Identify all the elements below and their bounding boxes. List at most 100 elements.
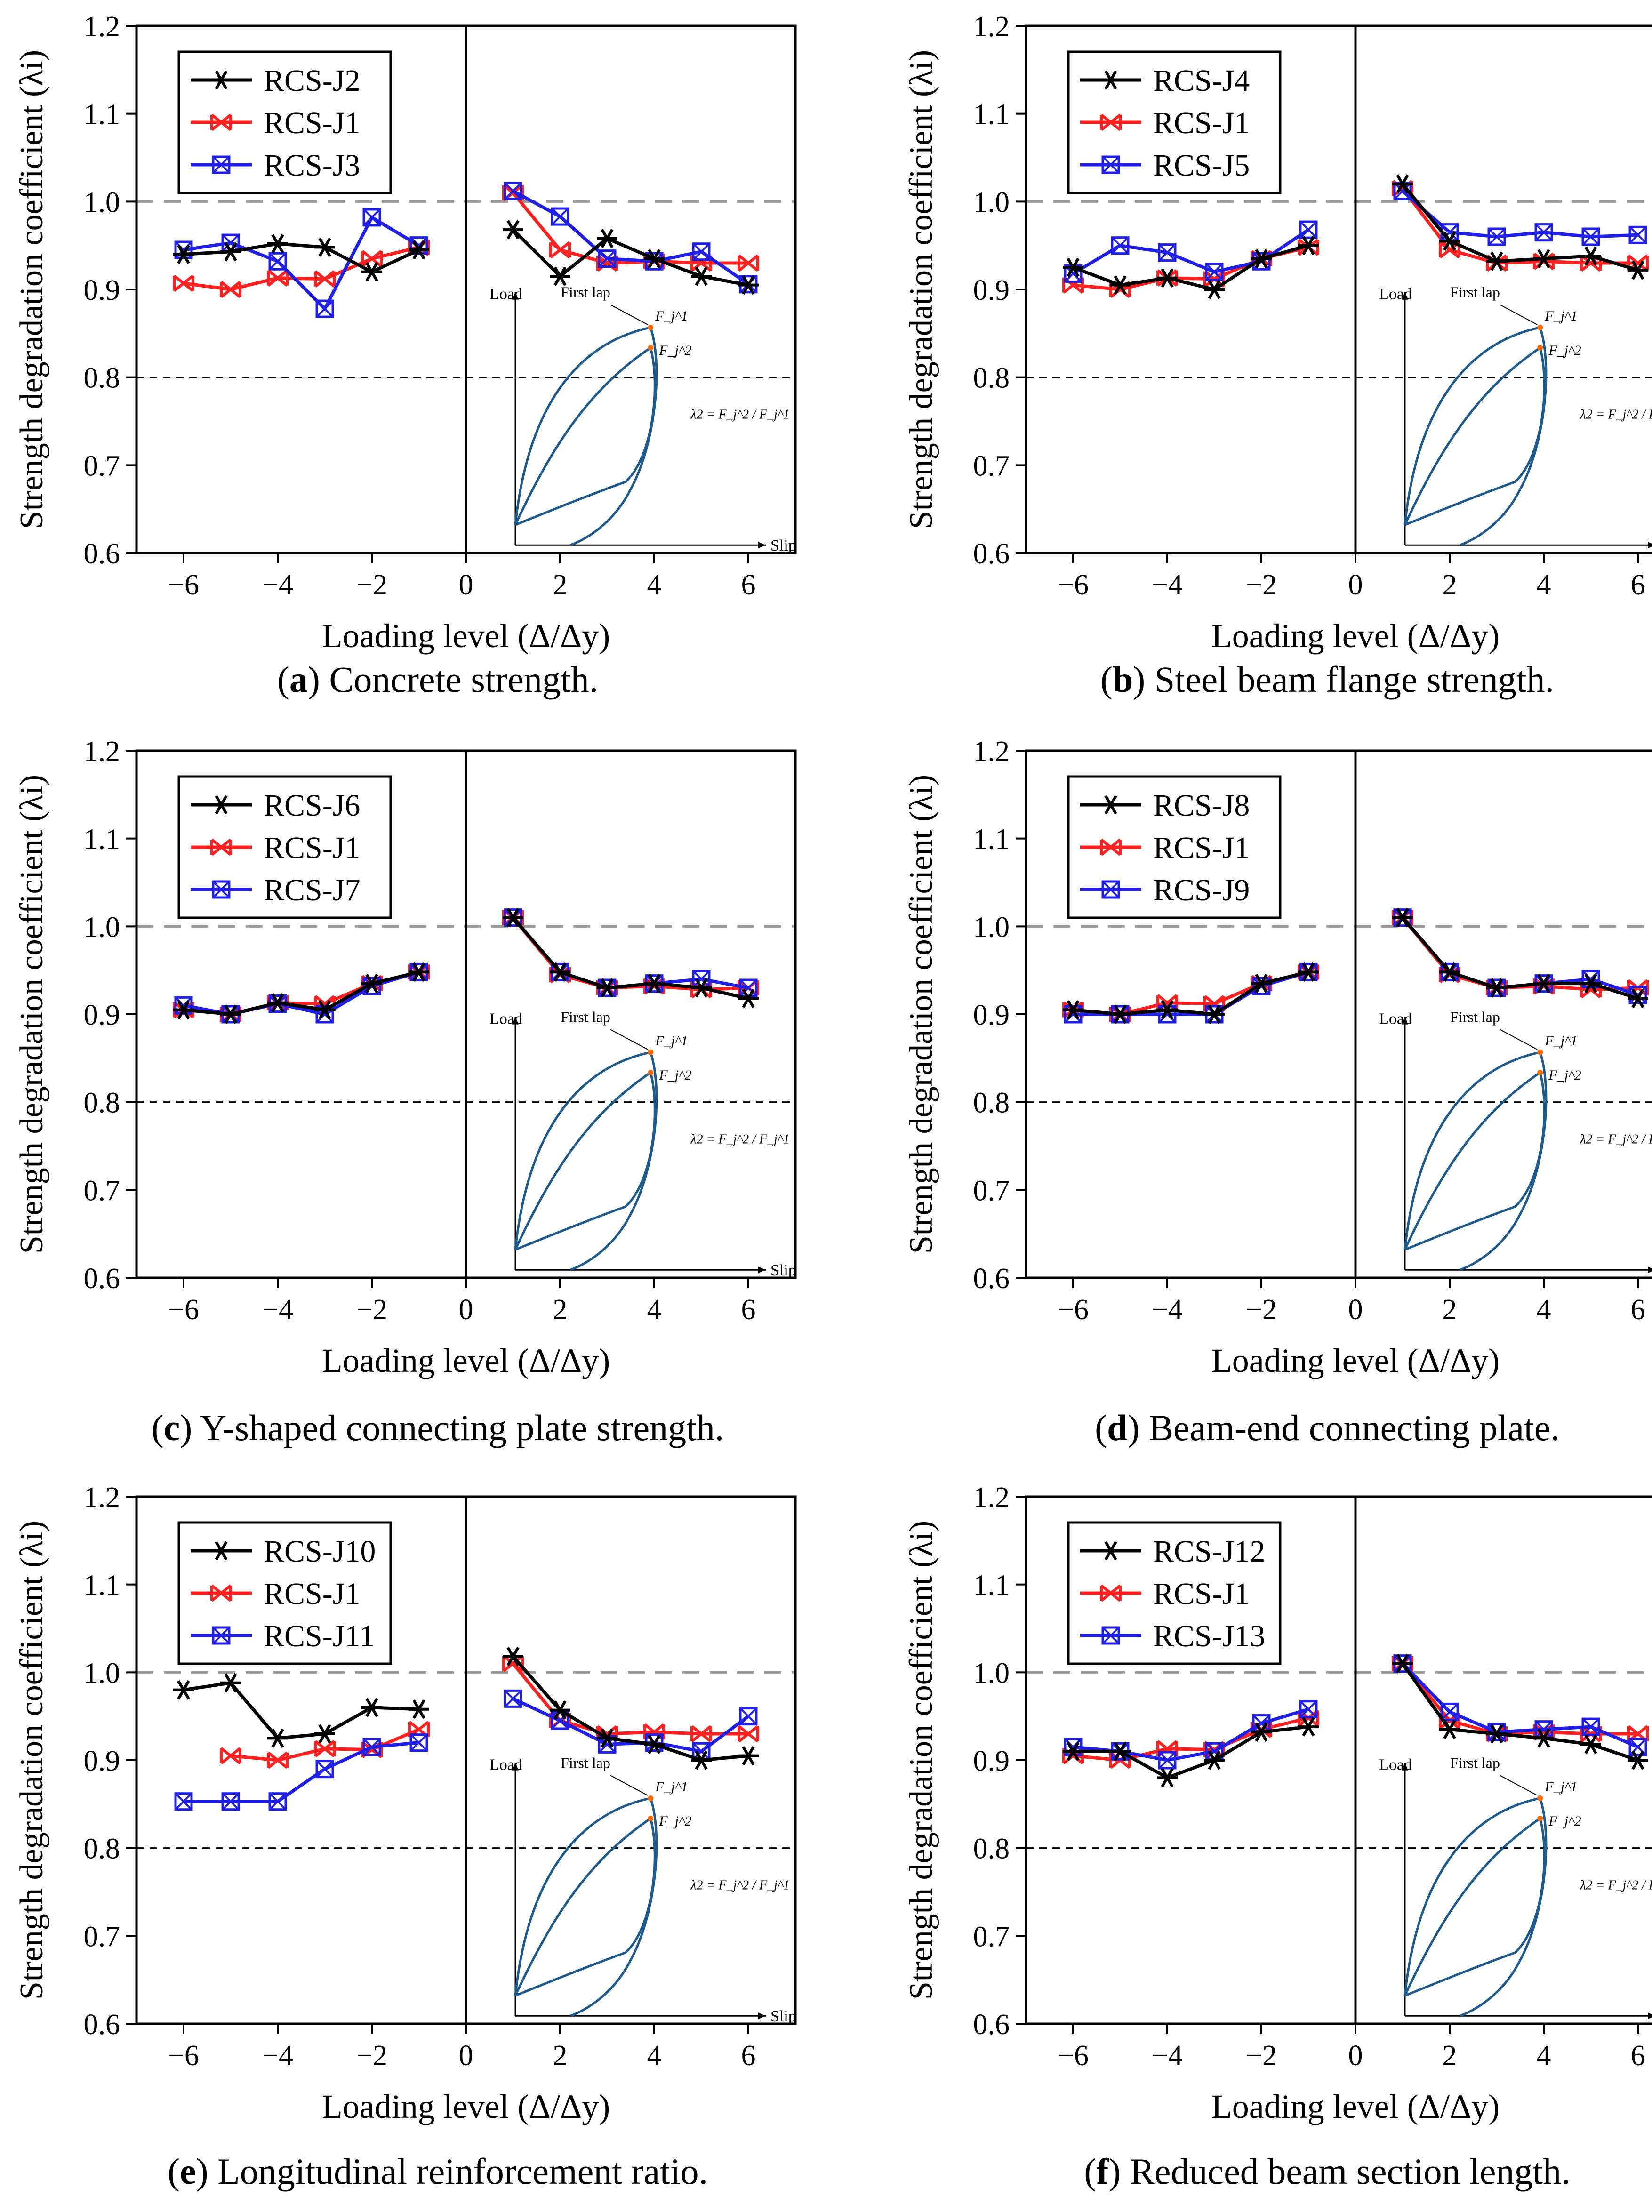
y-tick-label: 1.1	[84, 1570, 120, 1602]
data-point-RCS-J1	[267, 269, 289, 287]
data-point-RCS-J4	[1063, 257, 1083, 277]
data-point-RCS-J12	[1628, 1750, 1648, 1770]
data-point-RCS-J12	[1251, 1722, 1272, 1742]
legend-item-RCS-J2: RCS-J2	[191, 64, 360, 98]
inset-lambda-label: λ2 = F_j^2 / F_j^1	[690, 1878, 789, 1892]
legend-label: RCS-J1	[1153, 106, 1250, 140]
data-point-RCS-J1	[314, 995, 336, 1012]
data-point-RCS-J1	[220, 1747, 241, 1765]
y-axis-label: Strength degradation coefficient (λi)	[14, 775, 50, 1254]
data-point-RCS-J1	[1580, 254, 1602, 272]
data-point-RCS-J4	[1157, 268, 1178, 288]
caption-label: f	[1096, 2151, 1109, 2192]
inset-arrow-up	[1402, 292, 1408, 300]
x-tick-label: 6	[1631, 569, 1645, 601]
data-point-RCS-J4	[1251, 249, 1272, 269]
data-point-RCS-J1	[738, 254, 759, 272]
inset-arrow-right	[758, 542, 766, 549]
inset-load-label: Load	[489, 1756, 522, 1774]
x-tick-label: 4	[1537, 2040, 1551, 2072]
x-tick-label: 0	[459, 1294, 473, 1326]
inset-peak-1	[1537, 324, 1543, 330]
series-line-RCS-J6-pos	[512, 916, 749, 1000]
data-point-RCS-J2	[503, 220, 523, 240]
data-point-RCS-J1	[1156, 994, 1178, 1012]
series-line-RCS-J2-neg	[183, 242, 420, 274]
data-point-RCS-J5	[1299, 220, 1318, 239]
inset-pointer	[610, 304, 648, 325]
panel-caption: (c) Y-shaped connecting plate strength.	[152, 1407, 724, 1448]
data-point-RCS-J6	[267, 993, 288, 1013]
data-point-RCS-J1	[1156, 1740, 1178, 1758]
legend-label: RCS-J4	[1153, 64, 1250, 98]
inset-peak-1	[648, 324, 654, 330]
data-point-RCS-J10	[173, 1680, 194, 1700]
data-point-RCS-J11	[315, 1760, 334, 1779]
panel-f: 0.6 0.7 0.8 0.9 1.0 1.1 1.2 −6 −4 −2 0 2 4 6 Loading l…	[903, 1482, 1652, 2192]
data-point-RCS-J2	[738, 275, 759, 295]
legend-item-RCS-J1: RCS-J1	[1080, 106, 1250, 140]
y-tick-label: 1.2	[973, 1482, 1010, 1514]
data-point-RCS-J5	[1534, 223, 1553, 242]
y-tick-label: 0.9	[973, 1745, 1010, 1777]
y-axis-label: Strength degradation coefficient (λi)	[903, 775, 939, 1254]
legend-item-RCS-J1: RCS-J1	[191, 831, 360, 865]
x-tick-label: 2	[553, 569, 568, 601]
data-point-RCS-J1	[314, 1740, 336, 1758]
data-point-RCS-J8	[1580, 974, 1601, 994]
caption-label: c	[164, 1407, 180, 1448]
inset-arrow-right	[758, 1266, 766, 1274]
inset-lambda-label: λ2 = F_j^2 / F_j^1	[690, 407, 789, 422]
data-point-RCS-J8	[1533, 974, 1554, 994]
x-tick-label: 0	[459, 2040, 473, 2072]
data-point-RCS-J5	[1205, 263, 1224, 281]
data-point-RCS-J1	[596, 254, 618, 272]
panel-e: 0.6 0.7 0.8 0.9 1.0 1.1 1.2 −6 −4 −2 0 2 4 6 Loading l…	[14, 1482, 797, 2192]
inset-loop-second	[1403, 345, 1546, 526]
panel-b: 0.6 0.7 0.8 0.9 1.0 1.1 1.2 −6 −4 −2 0 2 4 6 Loading l…	[903, 11, 1652, 700]
x-tick-label: −6	[168, 569, 199, 601]
series-line-RCS-J1-neg	[1073, 970, 1309, 1016]
data-point-RCS-J12	[1392, 1654, 1413, 1674]
data-point-RCS-J2	[173, 244, 194, 264]
data-point-RCS-J4	[1533, 249, 1554, 269]
data-point-RCS-J12	[1439, 1720, 1460, 1739]
data-point-RCS-J3	[692, 242, 711, 261]
x-tick-label: 0	[1348, 569, 1363, 601]
caption-paren-open: (	[1100, 659, 1113, 700]
data-point-RCS-J6	[644, 974, 665, 994]
data-point-RCS-J11	[739, 1707, 758, 1726]
inset-peak-2	[1537, 345, 1543, 351]
series-line-RCS-J12-pos	[1401, 1662, 1639, 1762]
series-RCS-J4	[1063, 174, 1648, 299]
series-line-RCS-J4-pos	[1401, 183, 1639, 272]
legend-label: RCS-J1	[1153, 831, 1250, 865]
data-point-RCS-J1	[738, 1725, 759, 1743]
data-point-RCS-J1	[1627, 254, 1649, 272]
x-tick-label: −6	[168, 2040, 199, 2072]
data-point-RCS-J1	[596, 1725, 618, 1743]
legend-label: RCS-J3	[264, 148, 360, 183]
data-point-RCS-J10	[597, 1728, 617, 1748]
series-RCS-J12	[1063, 1654, 1648, 1787]
series-RCS-J11	[174, 1689, 758, 1811]
data-point-RCS-J13	[1581, 1717, 1600, 1736]
inset-load-label: Load	[1379, 286, 1412, 303]
data-point-RCS-J6	[220, 1004, 241, 1024]
data-point-RCS-J6	[503, 908, 523, 928]
inset-loop-second	[514, 1816, 656, 1997]
x-tick-label: −6	[1058, 2040, 1089, 2072]
caption-paren-close: )	[1108, 2151, 1130, 2192]
caption-paren-open: (	[277, 659, 289, 700]
data-point-RCS-J4	[1110, 275, 1131, 295]
data-point-RCS-J10	[738, 1746, 759, 1766]
panel-caption: (f) Reduced beam section length.	[1084, 2151, 1570, 2192]
data-point-RCS-J1	[1439, 241, 1460, 259]
x-tick-label: 0	[1348, 2040, 1363, 2072]
data-point-RCS-J8	[1110, 1004, 1131, 1024]
data-point-RCS-J1	[502, 1655, 524, 1673]
inset-loop-first	[1403, 326, 1548, 546]
series-line-RCS-J4-neg	[1072, 244, 1309, 291]
data-point-RCS-J6	[550, 962, 570, 982]
x-tick-label: 4	[1537, 1294, 1551, 1326]
